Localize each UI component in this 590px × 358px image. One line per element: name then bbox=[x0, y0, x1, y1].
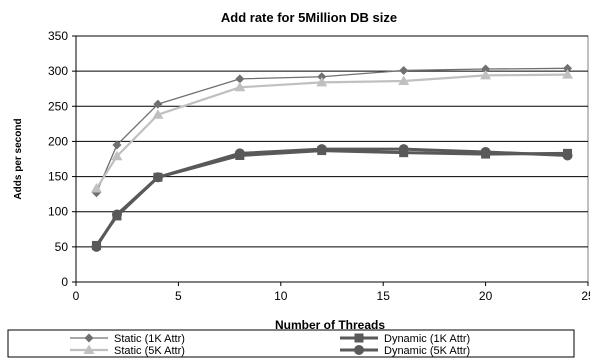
data-point-circle bbox=[562, 150, 573, 161]
y-tick-label: 100 bbox=[48, 205, 68, 219]
legend-marker-diamond bbox=[84, 333, 94, 343]
x-axis-label: Number of Threads bbox=[275, 318, 385, 332]
data-point-triangle bbox=[316, 76, 328, 87]
legend-marker-triangle bbox=[83, 344, 95, 354]
x-tick-labels: 0 5 10 15 20 25 bbox=[73, 282, 590, 303]
chart-title: Add rate for 5Million DB size bbox=[221, 10, 397, 25]
legend: Static (1K Attr)Static (5K Attr) Dynamic … bbox=[7, 329, 575, 358]
plot-area bbox=[75, 35, 589, 283]
data-point-diamond bbox=[235, 74, 245, 84]
data-point-triangle bbox=[480, 69, 492, 80]
data-point-diamond bbox=[317, 72, 327, 82]
legend-marker-square bbox=[354, 333, 364, 343]
x-tick-label: 5 bbox=[175, 289, 182, 303]
series-line-triangle bbox=[95, 73, 568, 190]
data-point-triangle bbox=[111, 150, 123, 161]
data-point-triangle bbox=[562, 69, 574, 79]
data-point-circle bbox=[234, 148, 245, 159]
x-tick-label: 25 bbox=[581, 289, 590, 303]
data-point-triangle bbox=[152, 109, 164, 119]
series-lines bbox=[95, 67, 568, 248]
series-line-circle bbox=[95, 147, 568, 248]
data-point-diamond bbox=[481, 64, 491, 74]
y-tick-labels: 0 50 100 150 200 250 300 350 bbox=[48, 29, 76, 289]
data-point-circle bbox=[398, 144, 409, 155]
y-tick-label: 0 bbox=[61, 275, 68, 289]
y-tick-label: 250 bbox=[48, 99, 68, 113]
data-point-circle bbox=[316, 144, 327, 155]
y-tick-label: 300 bbox=[48, 64, 68, 78]
legend-box bbox=[7, 329, 575, 358]
data-point-diamond bbox=[563, 63, 573, 73]
x-tick-label: 15 bbox=[377, 289, 391, 303]
x-tick-label: 0 bbox=[73, 289, 80, 303]
legend-label: Dynamic (1K Attr) bbox=[384, 333, 470, 345]
data-point-triangle bbox=[398, 75, 410, 85]
data-point-circle bbox=[480, 146, 491, 157]
data-point-circle bbox=[152, 172, 163, 183]
y-tick-label: 350 bbox=[48, 29, 68, 43]
data-point-circle bbox=[91, 241, 102, 252]
data-point-diamond bbox=[153, 99, 163, 109]
y-axis-label: Adds per second bbox=[13, 118, 24, 199]
x-tick-label: 10 bbox=[274, 289, 288, 303]
series-line-diamond bbox=[95, 67, 568, 193]
legend-label: Static (5K Attr) bbox=[114, 345, 185, 357]
data-point-diamond bbox=[399, 65, 409, 75]
y-tick-label: 50 bbox=[55, 240, 69, 254]
y-tick-label: 200 bbox=[48, 134, 68, 148]
legend-label: Static (1K Attr) bbox=[114, 333, 185, 345]
data-point-diamond bbox=[112, 140, 122, 150]
x-tick-label: 20 bbox=[479, 289, 493, 303]
data-point-circle bbox=[111, 209, 122, 220]
axes bbox=[75, 36, 588, 283]
series-markers bbox=[90, 63, 574, 252]
legend-label: Dynamic (5K Attr) bbox=[384, 345, 470, 357]
y-tick-label: 150 bbox=[48, 170, 68, 184]
data-point-triangle bbox=[90, 183, 102, 193]
series-line-square bbox=[95, 149, 568, 247]
gridlines bbox=[76, 35, 588, 248]
legend-marker-circle bbox=[354, 345, 364, 355]
data-point-triangle bbox=[234, 81, 246, 92]
